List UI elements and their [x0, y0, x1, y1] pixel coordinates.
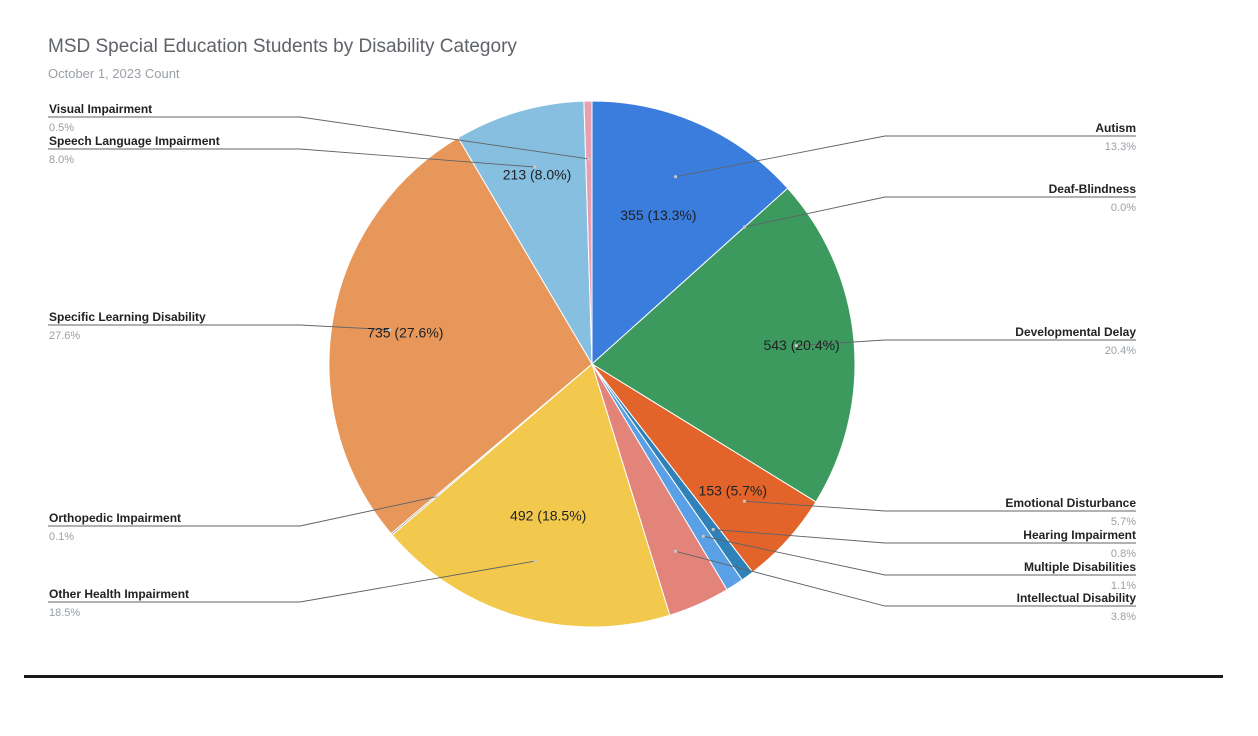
legend-label-intellectual-disability: Intellectual Disability — [1017, 591, 1137, 605]
leader-line-visual-impairment — [48, 116, 589, 160]
page-divider — [24, 675, 1223, 678]
legend-pct-deaf-blindness: 0.0% — [1111, 202, 1136, 214]
legend-pct-emotional-disturbance: 5.7% — [1111, 516, 1136, 528]
leader-dot-deaf-blindness — [743, 225, 747, 229]
pie-slice-visual-impairment — [583, 100, 593, 365]
pie-slices — [328, 100, 856, 628]
pie-slice-speech-language-impairment — [457, 100, 593, 365]
leader-dot-autism — [674, 175, 678, 179]
data-label-developmental-delay: 543 (20.4%) — [763, 337, 839, 353]
leader-line-multiple-disabilities — [703, 535, 1136, 576]
slice-data-labels: 355 (13.3%) 543 (20.4%) 153 (5.7%) 492 (18.… — [367, 167, 840, 524]
legend-label-hearing-impairment: Hearing Impairment — [1023, 528, 1136, 542]
leader-dot-visual-impairment — [587, 157, 591, 161]
data-label-emotional-disturbance: 153 (5.7%) — [699, 483, 767, 499]
leader-line-developmental-delay — [796, 339, 1136, 347]
legend-label-specific-learning-disability: Specific Learning Disability — [49, 310, 206, 324]
data-label-speech-language-impairment: 213 (8.0%) — [503, 167, 571, 183]
data-label-other-health-impairment: 492 (18.5%) — [510, 508, 586, 524]
legend-label-orthopedic-impairment: Orthopedic Impairment — [49, 511, 181, 525]
legend-label-developmental-delay: Developmental Delay — [1015, 325, 1136, 339]
legend-leader-lines — [48, 116, 1136, 607]
legend-label-speech-language-impairment: Speech Language Impairment — [49, 134, 220, 148]
leader-dot-other-health-impairment — [533, 559, 537, 563]
legend-pct-hearing-impairment: 0.8% — [1111, 548, 1136, 560]
data-label-autism: 355 (13.3%) — [620, 207, 696, 223]
leader-line-other-health-impairment — [48, 560, 536, 603]
chart-subtitle: October 1, 2023 Count — [48, 66, 180, 81]
leader-line-deaf-blindness — [744, 196, 1136, 228]
legend-pct-visual-impairment: 0.5% — [49, 122, 74, 134]
pie-slice-developmental-delay — [591, 187, 856, 503]
legend-pct-intellectual-disability: 3.8% — [1111, 611, 1136, 623]
leader-line-hearing-impairment — [713, 529, 1136, 544]
leader-dot-specific-learning-disability — [388, 328, 392, 332]
pie-slice-autism — [591, 100, 789, 366]
data-label-specific-learning-disability: 735 (27.6%) — [367, 324, 443, 340]
leader-line-speech-language-impairment — [48, 148, 535, 168]
leader-dot-orthopedic-impairment — [434, 495, 438, 499]
slice-legend-labels: Autism 13.3% Deaf-Blindness 0.0% Development… — [49, 102, 1136, 623]
leader-dot-multiple-disabilities — [701, 534, 705, 538]
legend-label-visual-impairment: Visual Impairment — [49, 102, 152, 116]
pie-slice-specific-learning-disability — [328, 136, 593, 535]
legend-pct-specific-learning-disability: 27.6% — [49, 330, 80, 342]
legend-label-deaf-blindness: Deaf-Blindness — [1049, 182, 1137, 196]
legend-label-emotional-disturbance: Emotional Disturbance — [1005, 496, 1136, 510]
leader-line-orthopedic-impairment — [48, 496, 436, 527]
chart-title: MSD Special Education Students by Disabi… — [48, 36, 517, 57]
legend-pct-other-health-impairment: 18.5% — [49, 607, 80, 619]
legend-pct-orthopedic-impairment: 0.1% — [49, 531, 74, 543]
leader-dot-hearing-impairment — [711, 527, 715, 532]
leader-line-specific-learning-disability — [48, 324, 390, 331]
leader-dot-developmental-delay — [794, 344, 798, 348]
leader-dot-emotional-disturbance — [742, 499, 747, 503]
legend-pct-multiple-disabilities: 1.1% — [1111, 580, 1136, 592]
leader-line-intellectual-disability — [675, 550, 1136, 607]
leader-dot-speech-language-impairment — [533, 165, 537, 169]
leader-dot-intellectual-disability — [674, 549, 678, 553]
legend-label-other-health-impairment: Other Health Impairment — [49, 587, 189, 601]
leader-line-emotional-disturbance — [744, 500, 1136, 512]
leader-line-autism — [675, 135, 1136, 178]
legend-pct-speech-language-impairment: 8.0% — [49, 154, 74, 166]
legend-pct-developmental-delay: 20.4% — [1105, 345, 1136, 357]
legend-label-autism: Autism — [1095, 121, 1136, 135]
legend-label-multiple-disabilities: Multiple Disabilities — [1024, 560, 1136, 574]
pie-slice-other-health-impairment — [391, 363, 671, 628]
legend-pct-autism: 13.3% — [1105, 141, 1136, 153]
